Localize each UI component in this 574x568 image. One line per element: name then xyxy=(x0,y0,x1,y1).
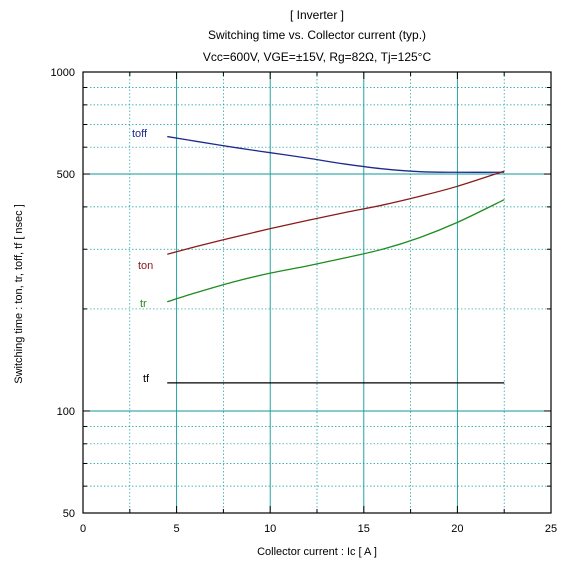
y-tick-label: 100 xyxy=(57,406,75,418)
chart-conditions: Vcc=600V, VGE=±15V, Rg=82Ω, Tj=125°C xyxy=(203,50,432,64)
y-tick-labels: 50 100 500 1000 xyxy=(51,67,75,520)
x-tick-labels: 0 5 10 15 20 25 xyxy=(80,523,557,535)
x-tick-label: 0 xyxy=(80,523,86,535)
x-tick-label: 5 xyxy=(174,523,180,535)
series-line-tr xyxy=(167,199,505,303)
series-group xyxy=(167,135,505,384)
series-label-tf: tf xyxy=(143,373,150,385)
y-tick-label: 50 xyxy=(63,508,75,520)
y-tick-label: 1000 xyxy=(51,67,75,79)
x-tick-label: 10 xyxy=(264,523,276,535)
series-line-ton xyxy=(167,170,505,255)
x-axis-label: Collector current : Ic [ A ] xyxy=(257,546,377,558)
series-label-ton: ton xyxy=(138,260,153,272)
major-gridlines xyxy=(83,72,551,513)
series-line-toff xyxy=(167,135,505,173)
chart-title: [ Inverter ] xyxy=(290,8,344,22)
axis-ticks xyxy=(82,71,552,514)
y-tick-label: 500 xyxy=(57,169,75,181)
chart-subtitle: Switching time vs. Collector current (ty… xyxy=(208,28,426,42)
series-labels: toff ton tr tf xyxy=(132,128,153,385)
y-axis-label: Switching time : ton, tr, toff, tf [ nse… xyxy=(13,204,25,384)
series-label-toff: toff xyxy=(132,128,148,140)
grid xyxy=(83,72,551,513)
x-tick-label: 15 xyxy=(358,523,370,535)
x-tick-label: 20 xyxy=(451,523,463,535)
series-label-tr: tr xyxy=(140,298,147,310)
x-tick-label: 25 xyxy=(545,523,557,535)
